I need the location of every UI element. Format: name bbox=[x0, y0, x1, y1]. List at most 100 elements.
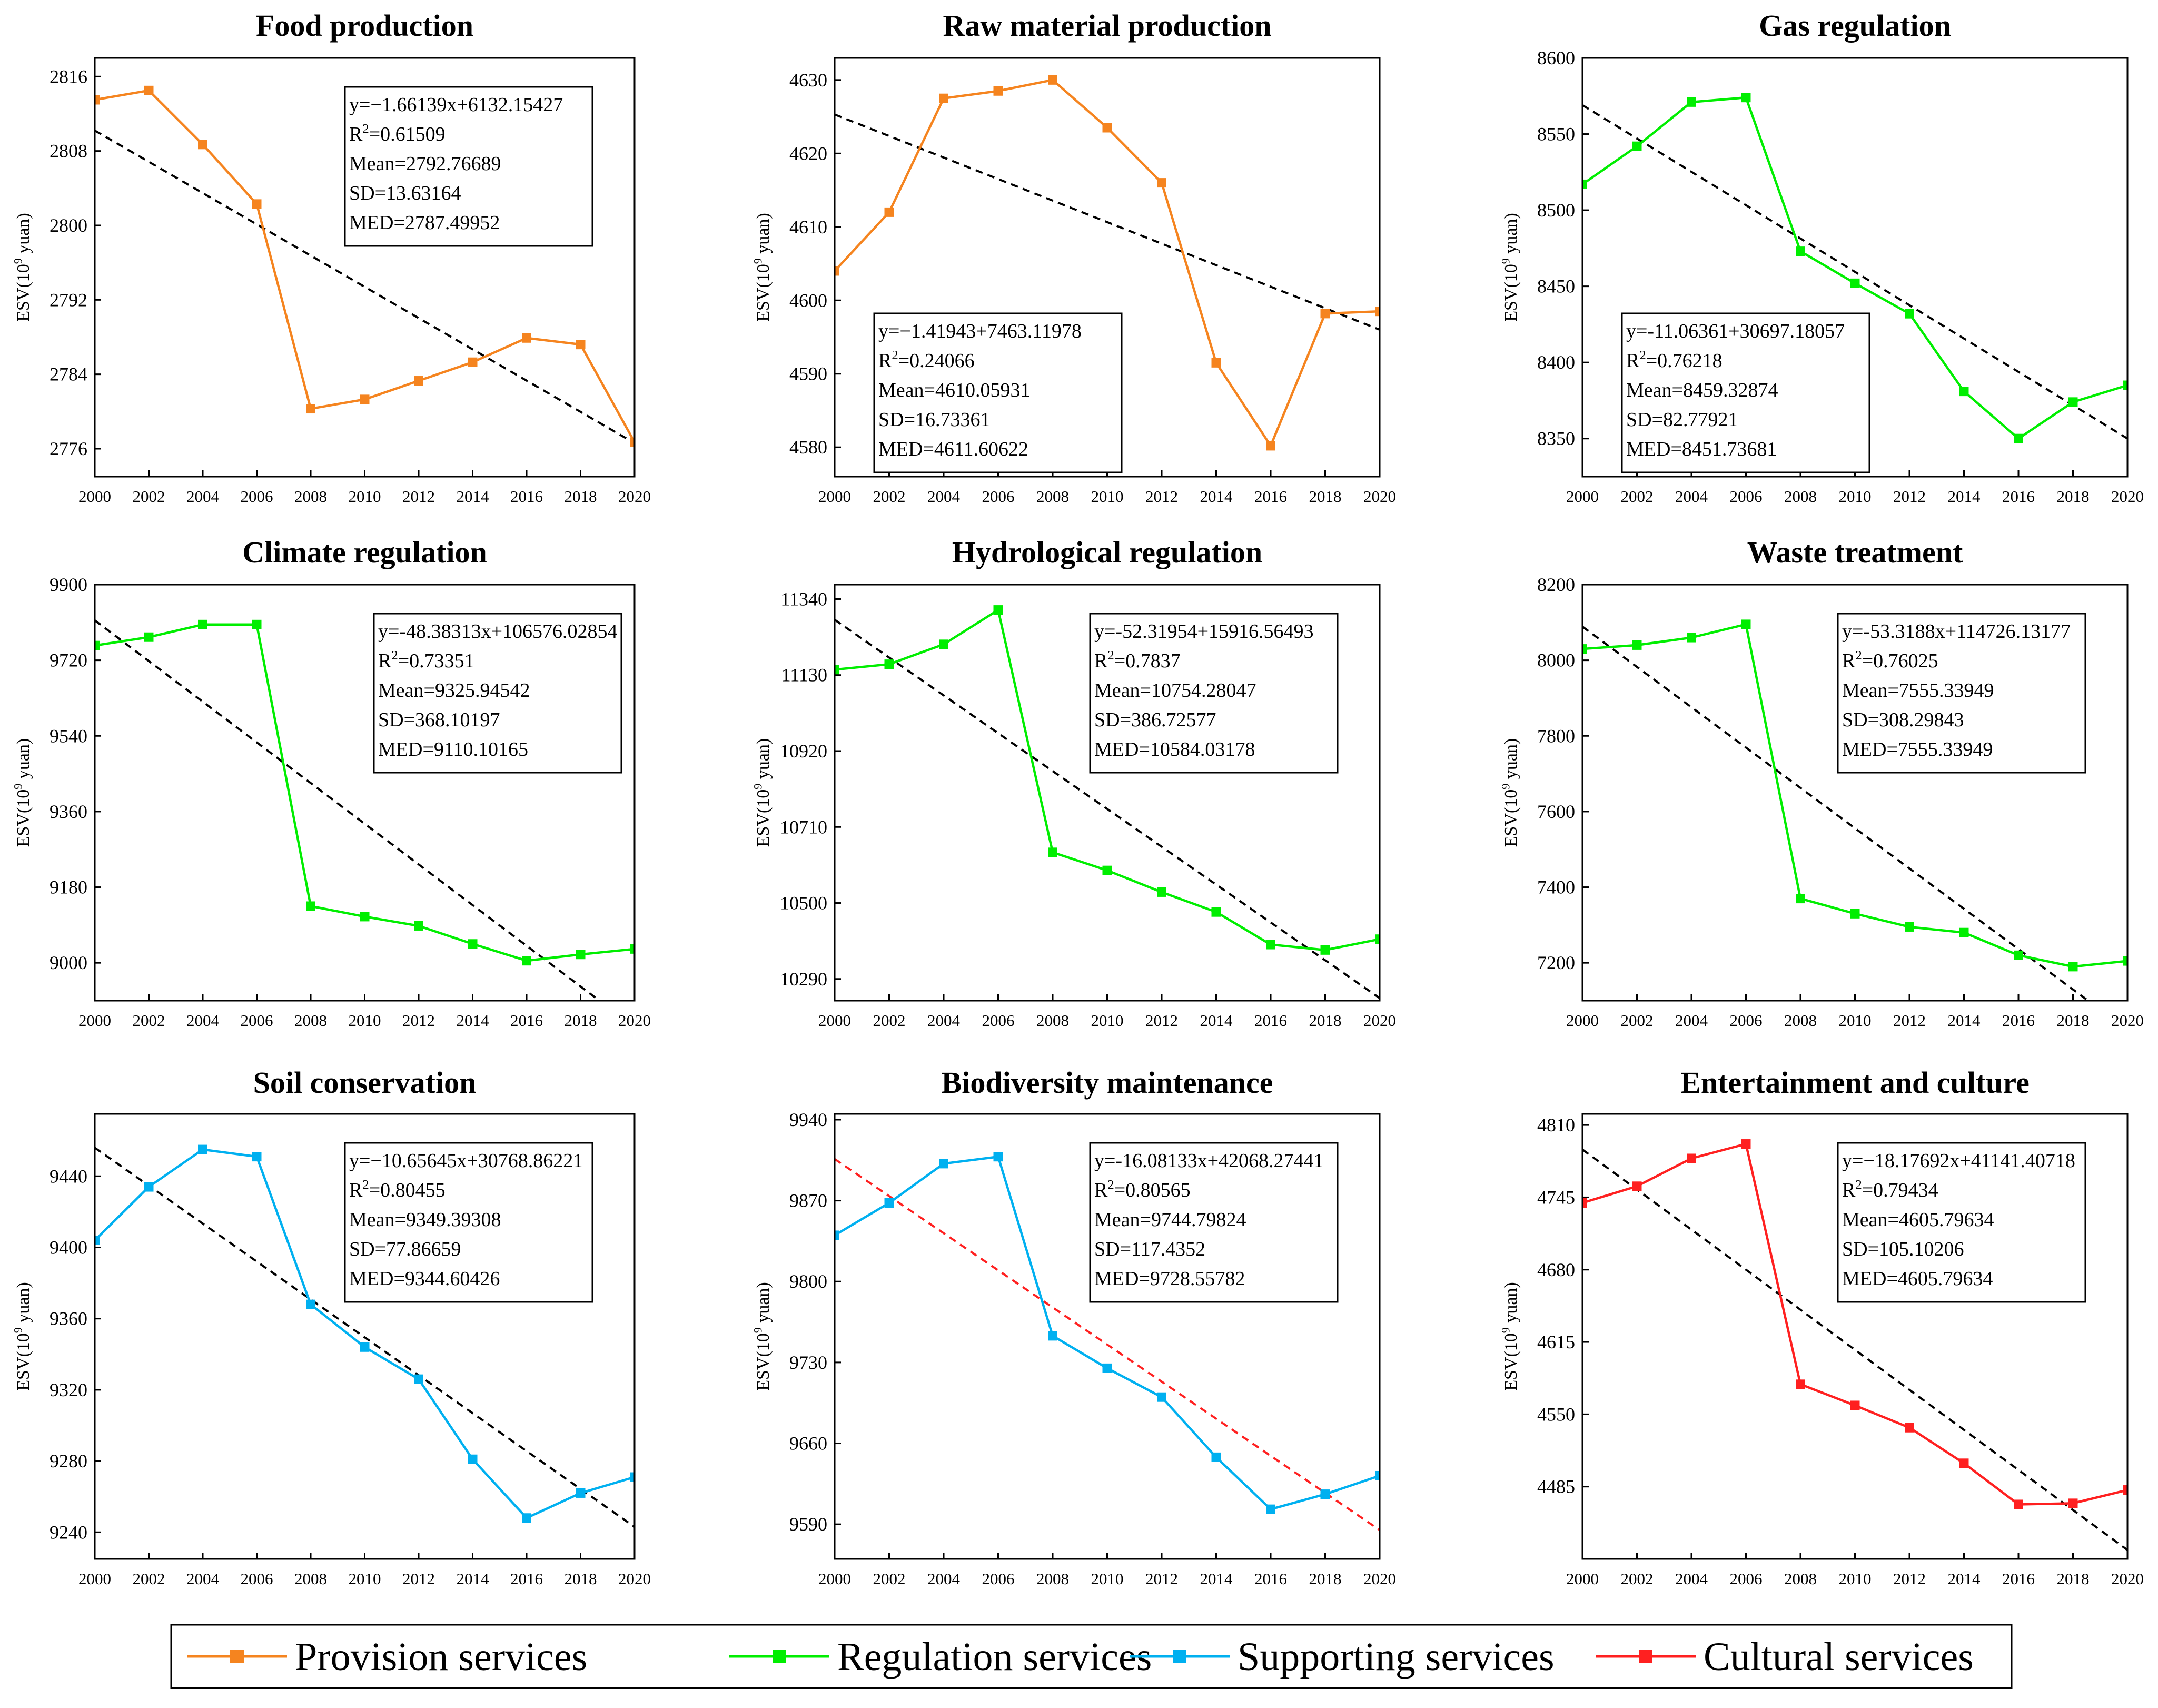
data-point bbox=[1796, 894, 1805, 904]
data-point bbox=[522, 956, 531, 966]
data-point bbox=[468, 939, 478, 949]
stats-line: y=−10.65645x+30768.86221 bbox=[349, 1150, 583, 1172]
y-axis-label: ESV(109 yuan) bbox=[1499, 213, 1521, 322]
stats-line: MED=8451.73681 bbox=[1626, 438, 1777, 460]
data-point bbox=[630, 437, 635, 447]
chart-panel: Biodiversity maintenance ESV(109 yuan) 200… bbox=[751, 1065, 1396, 1588]
y-tick-label: 7200 bbox=[1537, 952, 1575, 973]
x-tick-label: 2016 bbox=[510, 487, 543, 506]
data-point bbox=[95, 95, 100, 105]
stats-line: SD=117.4352 bbox=[1094, 1238, 1205, 1260]
x-tick-label: 2000 bbox=[1566, 1569, 1599, 1588]
x-tick-label: 2020 bbox=[1363, 487, 1396, 506]
y-tick-label: 9180 bbox=[50, 877, 87, 898]
x-tick-label: 2004 bbox=[927, 487, 961, 506]
data-point bbox=[835, 665, 839, 675]
data-point bbox=[414, 921, 423, 931]
data-point bbox=[306, 901, 315, 911]
data-point bbox=[1211, 907, 1221, 917]
y-tick-label: 7400 bbox=[1537, 877, 1575, 898]
y-axis-label: ESV(109 yuan) bbox=[751, 738, 773, 847]
y-tick-label: 9440 bbox=[50, 1166, 87, 1187]
stats-line: SD=308.29843 bbox=[1842, 709, 1964, 731]
x-tick-label: 2014 bbox=[457, 1011, 490, 1030]
y-tick-label: 9940 bbox=[789, 1109, 827, 1130]
y-tick-label: 4620 bbox=[789, 143, 827, 164]
y-axis-label: ESV(109 yuan) bbox=[11, 213, 33, 322]
x-tick-label: 2018 bbox=[2057, 1011, 2090, 1030]
data-point bbox=[1102, 123, 1112, 133]
stats-line: SD=13.63164 bbox=[349, 182, 461, 204]
chart-panel: Raw material production ESV(109 yuan) 2000… bbox=[751, 8, 1396, 506]
x-tick-label: 2006 bbox=[241, 1569, 273, 1588]
data-point bbox=[2068, 1498, 2078, 1508]
y-tick-label: 2792 bbox=[50, 289, 87, 310]
data-point bbox=[1582, 1198, 1587, 1208]
x-tick-label: 2000 bbox=[818, 1569, 851, 1588]
data-point bbox=[2068, 397, 2078, 407]
y-axis-label: ESV(109 yuan) bbox=[1499, 738, 1521, 847]
x-tick-label: 2006 bbox=[982, 1569, 1015, 1588]
data-point bbox=[1959, 387, 1969, 397]
stats-line: y=-11.06361+30697.18057 bbox=[1626, 320, 1845, 342]
y-tick-label: 10920 bbox=[780, 741, 827, 762]
stats-line: y=-53.3188x+114726.13177 bbox=[1842, 620, 2071, 643]
x-tick-label: 2000 bbox=[818, 487, 851, 506]
y-tick-label: 8500 bbox=[1537, 200, 1575, 221]
x-tick-label: 2010 bbox=[1091, 487, 1124, 506]
data-point bbox=[198, 140, 207, 150]
stats-box bbox=[1837, 1142, 2086, 1303]
x-tick-label: 2012 bbox=[1893, 1011, 1926, 1030]
stats-line: y=-48.38313x+106576.02854 bbox=[378, 620, 618, 643]
data-point bbox=[360, 912, 370, 922]
x-tick-label: 2008 bbox=[1036, 487, 1069, 506]
x-tick-label: 2000 bbox=[818, 1011, 851, 1030]
x-tick-label: 2016 bbox=[2002, 487, 2035, 506]
stats-line: MED=4605.79634 bbox=[1842, 1268, 1993, 1290]
x-tick-label: 2018 bbox=[565, 487, 597, 506]
data-point bbox=[993, 86, 1003, 96]
data-point bbox=[884, 659, 894, 669]
data-point bbox=[2014, 433, 2023, 443]
x-tick-label: 2004 bbox=[1675, 1569, 1708, 1588]
data-point bbox=[1959, 927, 1969, 937]
x-tick-label: 2014 bbox=[1200, 1011, 1233, 1030]
x-tick-label: 2010 bbox=[349, 487, 381, 506]
stats-box bbox=[873, 312, 1123, 473]
x-tick-label: 2012 bbox=[1145, 1011, 1178, 1030]
x-tick-label: 2010 bbox=[349, 1569, 381, 1588]
chart-title: Gas regulation bbox=[1759, 8, 1951, 43]
data-point bbox=[2014, 1499, 2023, 1509]
legend-frame bbox=[170, 1624, 2013, 1689]
data-point bbox=[522, 333, 531, 343]
chart-title: Biodiversity maintenance bbox=[942, 1065, 1273, 1100]
x-tick-label: 2002 bbox=[873, 1011, 906, 1030]
x-tick-label: 2014 bbox=[457, 487, 490, 506]
data-point bbox=[1905, 309, 1914, 319]
stats-line: SD=82.77921 bbox=[1626, 409, 1738, 431]
x-tick-label: 2006 bbox=[1730, 1569, 1763, 1588]
x-tick-label: 2004 bbox=[1675, 1011, 1708, 1030]
data-point bbox=[144, 1182, 154, 1192]
data-point bbox=[993, 605, 1003, 615]
y-tick-label: 7600 bbox=[1537, 801, 1575, 822]
data-point bbox=[939, 639, 948, 649]
data-point bbox=[939, 93, 948, 103]
stats-box bbox=[344, 86, 593, 247]
x-tick-label: 2016 bbox=[1254, 1011, 1287, 1030]
data-point bbox=[1632, 640, 1642, 650]
x-tick-label: 2008 bbox=[294, 1569, 327, 1588]
stats-line: MED=10584.03178 bbox=[1094, 738, 1255, 761]
trend-line bbox=[835, 1158, 1380, 1531]
chart-title: Entertainment and culture bbox=[1680, 1065, 2030, 1100]
stats-line: SD=386.72577 bbox=[1094, 709, 1216, 731]
y-tick-label: 9280 bbox=[50, 1450, 87, 1472]
chart-panel: Soil conservation ESV(109 yuan) 2000 2002 20… bbox=[11, 1065, 651, 1588]
x-tick-label: 2000 bbox=[78, 487, 111, 506]
data-point bbox=[1741, 619, 1751, 629]
stats-line: R2=0.76025 bbox=[1842, 648, 1938, 672]
x-tick-label: 2008 bbox=[1784, 1011, 1817, 1030]
x-tick-label: 2010 bbox=[1091, 1569, 1124, 1588]
trend-line bbox=[1582, 104, 2127, 440]
